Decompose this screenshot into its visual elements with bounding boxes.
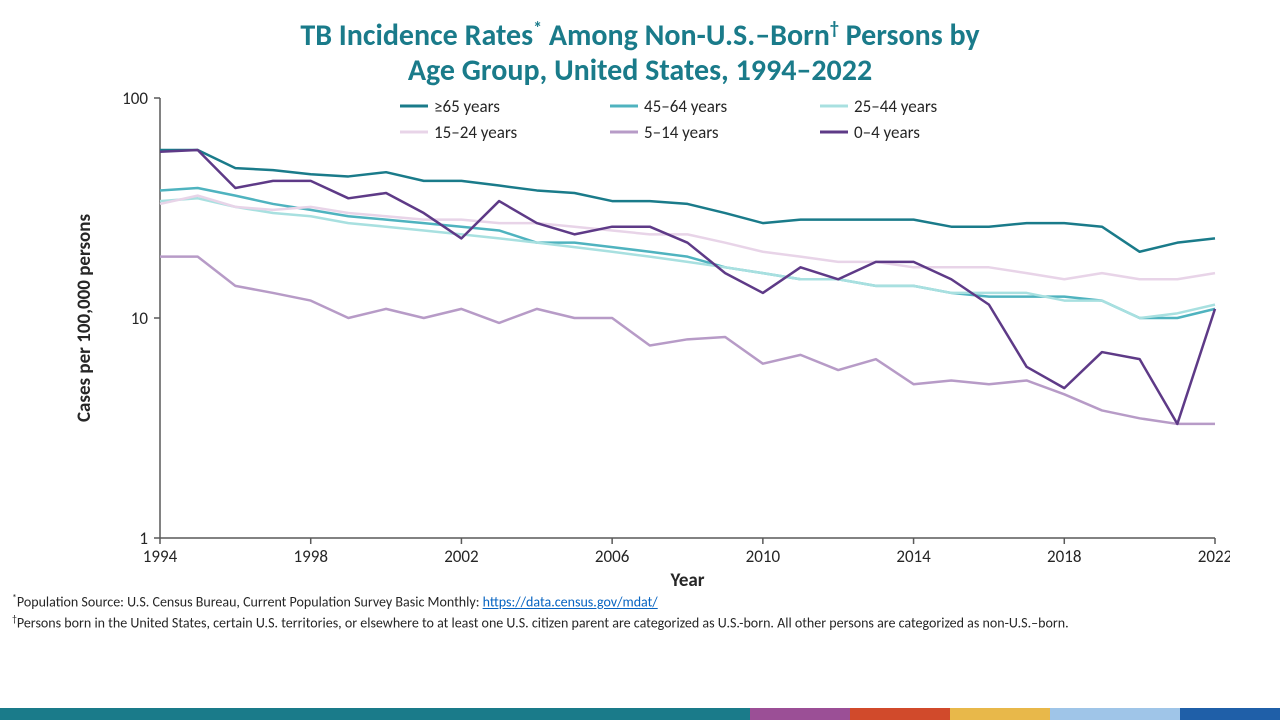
color-bar-segment bbox=[1180, 708, 1280, 720]
series-line bbox=[160, 150, 1215, 424]
x-tick-label: 2002 bbox=[444, 546, 478, 567]
x-tick-label: 2022 bbox=[1198, 546, 1230, 567]
legend-label: 5–14 years bbox=[644, 122, 719, 143]
color-bar-segment bbox=[0, 708, 750, 720]
footnotes: *Population Source: U.S. Census Bureau, … bbox=[0, 588, 1280, 633]
legend-label: 15–24 years bbox=[434, 122, 518, 143]
y-tick-label: 100 bbox=[122, 88, 148, 109]
legend-label: ≥65 years bbox=[434, 96, 500, 117]
title-footnote-dagger: † bbox=[830, 17, 839, 39]
footnote-link[interactable]: https://data.census.gov/mdat/ bbox=[483, 594, 658, 611]
color-bar-segment bbox=[1050, 708, 1180, 720]
x-tick-label: 2010 bbox=[746, 546, 781, 567]
series-line bbox=[160, 196, 1215, 280]
series-line bbox=[160, 150, 1215, 252]
line-chart-svg: 110100Cases per 100,000 persons199419982… bbox=[50, 88, 1230, 588]
footer-color-bar bbox=[0, 708, 1280, 720]
chart-area: 110100Cases per 100,000 persons199419982… bbox=[50, 88, 1230, 588]
title-footnote-star: * bbox=[533, 17, 542, 39]
legend-label: 45–64 years bbox=[644, 96, 728, 117]
y-axis-label: Cases per 100,000 persons bbox=[73, 214, 96, 423]
x-axis-label: Year bbox=[669, 569, 704, 588]
x-tick-label: 1998 bbox=[293, 546, 327, 567]
x-tick-label: 2018 bbox=[1047, 546, 1081, 567]
color-bar-segment bbox=[850, 708, 950, 720]
color-bar-segment bbox=[950, 708, 1050, 720]
footnote-2: †Persons born in the United States, cert… bbox=[12, 613, 1268, 634]
y-tick-label: 10 bbox=[131, 308, 149, 329]
series-line bbox=[160, 257, 1215, 424]
legend-label: 25–44 years bbox=[854, 96, 938, 117]
series-line bbox=[160, 198, 1215, 318]
legend-label: 0–4 years bbox=[854, 122, 920, 143]
x-tick-label: 1994 bbox=[143, 546, 178, 567]
x-tick-label: 2006 bbox=[595, 546, 630, 567]
x-tick-label: 2014 bbox=[896, 546, 931, 567]
color-bar-segment bbox=[750, 708, 850, 720]
chart-title: TB Incidence Rates* Among Non-U.S.–Born†… bbox=[0, 0, 1280, 88]
footnote-1: *Population Source: U.S. Census Bureau, … bbox=[12, 592, 1268, 613]
